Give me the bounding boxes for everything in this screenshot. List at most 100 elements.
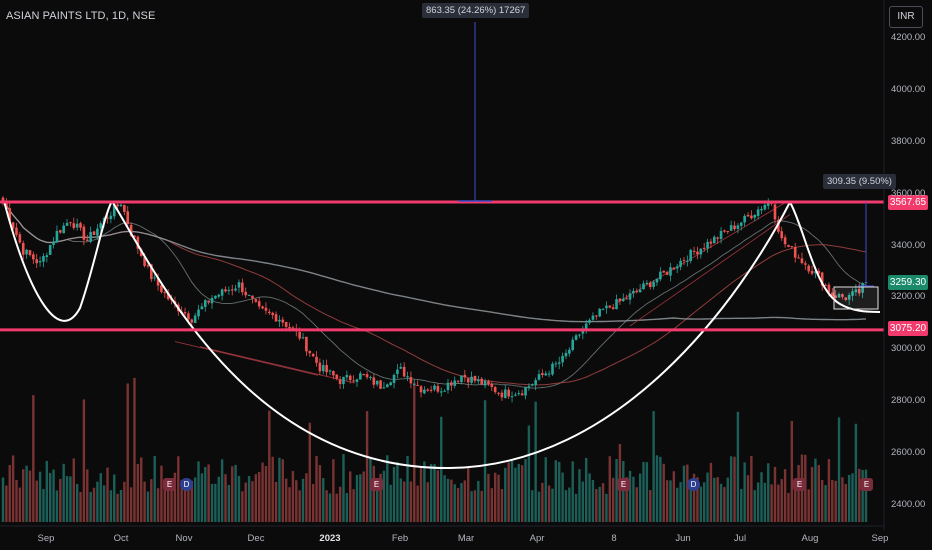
candle-body: [638, 289, 642, 293]
volume-bar: [143, 481, 146, 522]
candle: [375, 380, 379, 387]
candle-body: [21, 243, 25, 255]
candle-body: [544, 373, 548, 376]
candle: [42, 253, 45, 268]
volume-bar: [119, 490, 123, 522]
candle: [446, 378, 450, 394]
candle: [672, 267, 676, 270]
candle: [220, 288, 224, 301]
candle: [773, 201, 777, 224]
candle: [473, 375, 477, 384]
volume-bar: [487, 473, 490, 522]
volume-bar: [210, 483, 214, 522]
support-resistance-lines: [0, 200, 884, 332]
earnings-badge[interactable]: E: [860, 478, 873, 491]
candle-body: [352, 380, 355, 382]
earnings-badge[interactable]: E: [370, 478, 383, 491]
volume-bar: [389, 484, 392, 522]
candle-body: [723, 230, 726, 232]
candle: [423, 386, 426, 395]
candle: [234, 284, 237, 292]
volume-bar: [537, 491, 541, 522]
volume-bar: [352, 489, 355, 522]
candle-body: [234, 288, 237, 291]
volume-bar: [578, 469, 581, 522]
earnings-badge[interactable]: E: [163, 478, 176, 491]
candle-body: [739, 222, 743, 226]
candle: [325, 359, 328, 377]
volume-bar: [561, 472, 564, 522]
candle-body: [423, 389, 426, 394]
volume-bar: [28, 470, 32, 522]
candle-body: [574, 335, 578, 340]
volume-bar: [156, 488, 160, 522]
candle-body: [709, 241, 713, 244]
candle-body: [530, 384, 534, 386]
volume-bar: [244, 482, 247, 522]
candle: [830, 288, 834, 298]
candle: [62, 222, 65, 234]
candle: [18, 231, 22, 244]
candle: [648, 280, 652, 290]
candle-body: [332, 371, 335, 376]
candle-body: [568, 349, 571, 354]
earnings-badge[interactable]: E: [617, 478, 630, 491]
candle: [719, 227, 723, 244]
dividend-badge[interactable]: D: [180, 478, 193, 491]
volume-bar: [601, 483, 605, 522]
candle-body: [214, 295, 217, 299]
volume-bar: [611, 477, 615, 522]
volume-bar: [214, 483, 217, 522]
candle-body: [621, 298, 625, 302]
candle: [739, 221, 743, 231]
volume-bar: [659, 456, 662, 522]
volume-bar: [817, 465, 821, 522]
volume-bar: [32, 395, 35, 522]
candle-body: [557, 362, 561, 364]
candle: [709, 238, 713, 249]
candle: [753, 214, 757, 222]
candle: [551, 361, 554, 376]
candle: [342, 376, 345, 389]
candle: [254, 298, 258, 303]
candle: [193, 312, 197, 324]
candle-body: [35, 259, 39, 264]
candle-body: [598, 308, 601, 317]
candle-body: [315, 356, 318, 363]
volume-bar: [729, 456, 733, 522]
candle-body: [635, 291, 639, 293]
volume-bar: [635, 487, 638, 522]
candle-body: [183, 312, 187, 314]
candle: [183, 307, 187, 316]
symbol-title[interactable]: ASIAN PAINTS LTD, 1D, NSE: [6, 10, 156, 22]
candle-body: [345, 375, 349, 378]
candle-body: [359, 373, 362, 380]
candle: [392, 373, 396, 389]
candle-body: [564, 352, 568, 357]
volume-bar: [544, 457, 547, 522]
candle-body: [143, 257, 146, 266]
candle-body: [264, 307, 268, 311]
candle: [584, 319, 588, 334]
currency-button[interactable]: INR: [889, 6, 923, 28]
candle-body: [153, 277, 156, 279]
candle-body: [251, 295, 254, 299]
volume-bar: [197, 461, 200, 522]
candle-body: [85, 239, 89, 241]
dividend-badge[interactable]: D: [687, 478, 700, 491]
candle: [743, 213, 746, 227]
candle: [541, 369, 544, 378]
candle: [682, 257, 686, 265]
candle-body: [281, 319, 285, 323]
candle-body: [146, 265, 150, 267]
measure-right-label: 309.35 (9.50%): [823, 174, 896, 189]
earnings-badge[interactable]: E: [793, 478, 806, 491]
moving-average-50: [2, 201, 867, 386]
volume-bar: [780, 479, 783, 522]
candle: [608, 305, 612, 309]
candle-body: [780, 231, 784, 239]
candle: [271, 311, 274, 320]
candle-body: [301, 337, 305, 339]
volume-bar: [837, 417, 841, 522]
